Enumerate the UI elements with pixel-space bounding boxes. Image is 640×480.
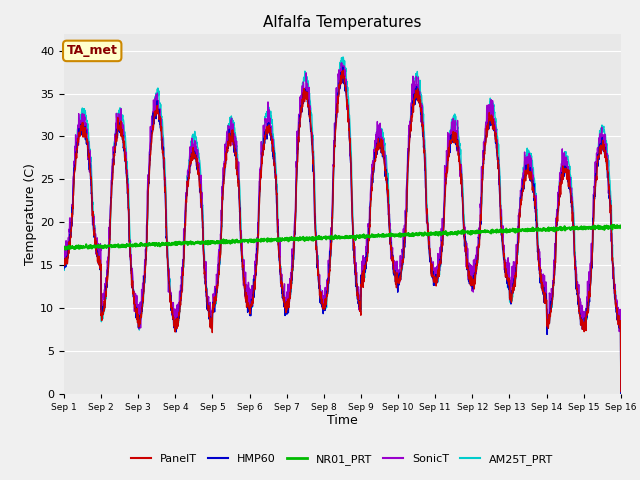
HMP60 bbox=[617, 392, 625, 397]
PanelT bbox=[617, 389, 625, 395]
Text: TA_met: TA_met bbox=[67, 44, 118, 58]
HMP60 bbox=[216, 260, 223, 266]
PanelT bbox=[339, 67, 347, 73]
Line: SonicT: SonicT bbox=[64, 63, 621, 392]
NR01_PRT bbox=[60, 244, 68, 250]
Legend: PanelT, HMP60, NR01_PRT, SonicT, AM25T_PRT: PanelT, HMP60, NR01_PRT, SonicT, AM25T_P… bbox=[127, 450, 558, 469]
NR01_PRT bbox=[61, 247, 69, 252]
PanelT bbox=[359, 274, 367, 280]
HMP60 bbox=[339, 64, 347, 70]
AM25T_PRT bbox=[359, 274, 367, 280]
NR01_PRT bbox=[216, 240, 223, 246]
NR01_PRT bbox=[504, 229, 512, 235]
HMP60 bbox=[584, 310, 591, 315]
AM25T_PRT bbox=[60, 260, 68, 266]
SonicT bbox=[338, 60, 346, 66]
AM25T_PRT bbox=[339, 54, 347, 60]
PanelT bbox=[568, 199, 575, 204]
Y-axis label: Temperature (C): Temperature (C) bbox=[24, 163, 37, 264]
AM25T_PRT bbox=[584, 310, 591, 316]
NR01_PRT bbox=[371, 233, 379, 239]
SonicT bbox=[617, 389, 625, 395]
NR01_PRT bbox=[359, 234, 367, 240]
HMP60 bbox=[359, 273, 367, 279]
AM25T_PRT bbox=[504, 280, 512, 286]
NR01_PRT bbox=[617, 223, 625, 228]
AM25T_PRT bbox=[371, 143, 379, 148]
NR01_PRT bbox=[568, 226, 575, 232]
SonicT bbox=[504, 273, 512, 278]
SonicT bbox=[584, 304, 591, 310]
SonicT bbox=[359, 271, 367, 277]
PanelT bbox=[60, 261, 68, 266]
HMP60 bbox=[568, 199, 575, 204]
AM25T_PRT bbox=[568, 185, 575, 191]
SonicT bbox=[60, 253, 68, 259]
Line: AM25T_PRT: AM25T_PRT bbox=[64, 57, 621, 395]
PanelT bbox=[216, 263, 223, 268]
HMP60 bbox=[371, 150, 379, 156]
HMP60 bbox=[504, 282, 512, 288]
AM25T_PRT bbox=[216, 267, 223, 273]
PanelT bbox=[584, 312, 591, 318]
Title: Alfalfa Temperatures: Alfalfa Temperatures bbox=[263, 15, 422, 30]
Line: HMP60: HMP60 bbox=[64, 67, 621, 395]
X-axis label: Time: Time bbox=[327, 414, 358, 427]
SonicT bbox=[568, 200, 575, 206]
SonicT bbox=[371, 151, 379, 156]
Line: NR01_PRT: NR01_PRT bbox=[64, 225, 621, 250]
PanelT bbox=[371, 157, 379, 163]
Line: PanelT: PanelT bbox=[64, 70, 621, 392]
NR01_PRT bbox=[584, 226, 591, 231]
HMP60 bbox=[60, 266, 68, 272]
AM25T_PRT bbox=[617, 392, 625, 398]
PanelT bbox=[504, 276, 512, 282]
NR01_PRT bbox=[611, 222, 618, 228]
SonicT bbox=[216, 248, 223, 254]
